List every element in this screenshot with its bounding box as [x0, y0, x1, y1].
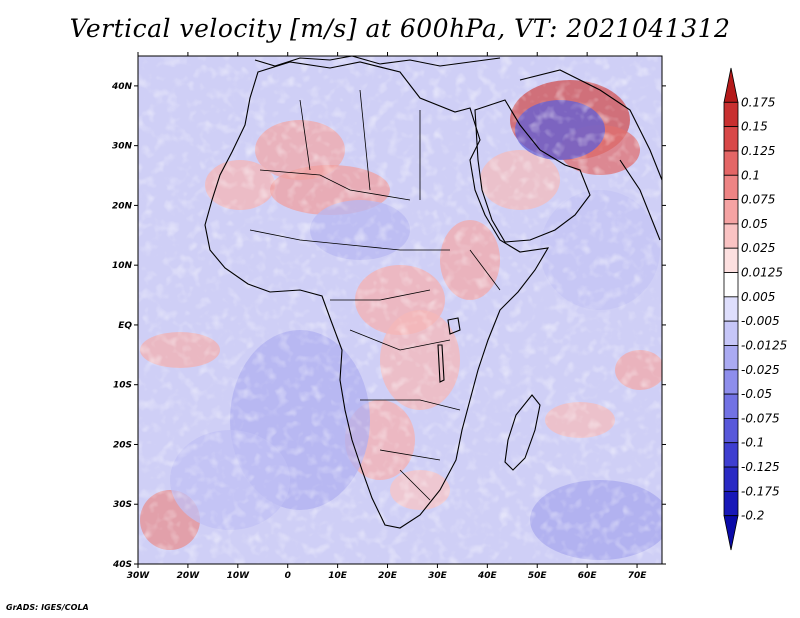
lon-tick-label: 0 — [285, 571, 291, 581]
colorbar-swatch — [723, 490, 739, 517]
colorbar-swatch — [723, 174, 739, 200]
lat-tick-label: 20N — [112, 201, 133, 211]
lat-tick-label: 10N — [112, 261, 133, 271]
lat-tick-label: 40S — [112, 560, 132, 570]
colorbar-label: -0.05 — [741, 387, 772, 401]
colorbar-top-arrow — [723, 67, 739, 103]
lon-tick-label: 40E — [477, 571, 498, 581]
colorbar: 0.175 0.15 0.125 0.1 0.075 0.05 0.025 0.0125 0.0… — [723, 67, 787, 551]
colorbar-swatch — [723, 393, 739, 419]
asia-coastline — [519, 69, 662, 241]
lon-tick-label: 20E — [378, 571, 398, 581]
lon-tick-label: 60E — [578, 571, 598, 581]
colorbar-label: -0.005 — [741, 314, 780, 328]
colorbar-swatch — [723, 247, 739, 273]
colorbar-label: 0.005 — [741, 290, 775, 304]
lat-tick-label: 30N — [112, 142, 133, 152]
colorbar-label: -0.075 — [741, 411, 780, 425]
grads-credit: GrADS: IGES/COLA — [6, 603, 89, 612]
lon-tick-label: 10E — [328, 571, 348, 581]
colorbar-label: -0.0125 — [741, 338, 787, 352]
map-panel — [138, 56, 662, 564]
colorbar-swatch — [723, 466, 739, 492]
colorbar-swatch — [723, 296, 739, 322]
map-frame — [137, 55, 663, 565]
latitude-axis: 40N 30N 20N 10N EQ 10S 20S 30S 40S — [111, 82, 666, 570]
colorbar-swatch — [723, 442, 739, 468]
colorbar-label: -0.175 — [741, 484, 780, 498]
colorbar-label: 0.1 — [741, 168, 760, 182]
colorbar-bottom-arrow — [723, 515, 739, 551]
colorbar-label: 0.175 — [741, 95, 775, 109]
lon-tick-label: 30E — [428, 571, 448, 581]
colorbar-label: -0.125 — [741, 460, 780, 474]
colorbar-swatch — [723, 272, 739, 298]
colorbar-label: -0.2 — [741, 509, 764, 523]
europe-coastline — [254, 56, 501, 67]
arabia-coastline — [474, 99, 591, 243]
colorbar-swatch — [723, 223, 739, 249]
colorbar-swatch — [723, 418, 739, 444]
colorbar-label: 0.025 — [741, 241, 775, 255]
colorbar-swatch — [723, 369, 739, 395]
colorbar-swatch — [723, 150, 739, 176]
colorbar-label: 0.125 — [741, 144, 775, 158]
lake-victoria — [447, 317, 461, 335]
colorbar-swatch — [723, 126, 739, 152]
colorbar-label: 0.15 — [741, 120, 768, 134]
lat-tick-label: EQ — [118, 321, 132, 331]
colorbar-swatch — [723, 199, 739, 225]
longitude-axis: 30W 20W 10W 0 10E 20E 30E 40E 50E 60E 70E — [127, 52, 647, 581]
lon-tick-label: 10W — [227, 571, 251, 581]
colorbar-label: 0.075 — [741, 193, 775, 207]
field-texture — [138, 56, 662, 564]
colorbar-label: 0.0125 — [741, 266, 783, 280]
madagascar-coastline — [504, 394, 541, 471]
lon-tick-label: 30W — [127, 571, 151, 581]
lat-tick-label: 40N — [111, 82, 133, 92]
lon-tick-label: 20W — [177, 571, 201, 581]
colorbar-swatch — [723, 320, 739, 346]
lake-tanganyika — [437, 344, 445, 383]
colorbar-label: 0.05 — [741, 217, 768, 231]
lon-tick-label: 50E — [528, 571, 548, 581]
lat-tick-label: 10S — [113, 381, 132, 391]
coastline-outlines — [204, 56, 662, 529]
lat-tick-label: 20S — [113, 440, 132, 450]
colorbar-swatch — [723, 101, 739, 128]
country-borders — [249, 89, 501, 501]
colorbar-label: -0.025 — [741, 363, 780, 377]
lon-tick-label: 70E — [628, 571, 648, 581]
colorbar-label: -0.1 — [741, 436, 764, 450]
chart-title: Vertical velocity [m/s] at 600hPa, VT: 2… — [69, 14, 731, 43]
lat-tick-label: 30S — [113, 500, 132, 510]
colorbar-swatch — [723, 345, 739, 371]
